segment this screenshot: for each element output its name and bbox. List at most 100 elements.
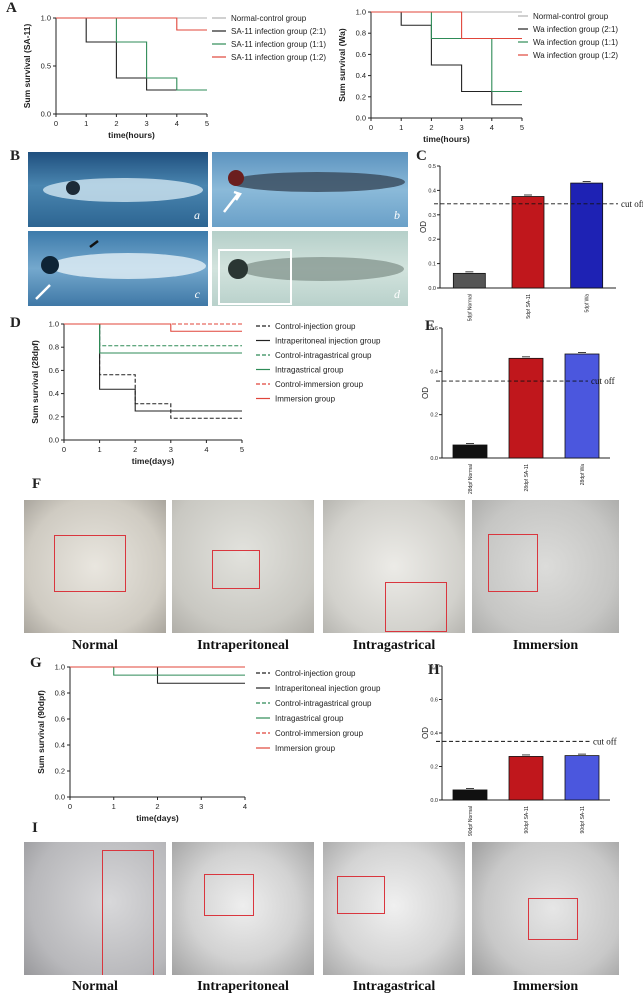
photo-i-intraperitoneal xyxy=(172,842,314,975)
bar-0 xyxy=(452,272,486,289)
x-tick-label: 2 xyxy=(114,119,118,128)
series-line-1 xyxy=(371,11,522,106)
photo-i-immersion xyxy=(472,842,619,975)
y-tick-label: 0.4 xyxy=(430,731,438,737)
photo-larva-a: a xyxy=(28,152,208,227)
y-tick-label: 0.2 xyxy=(356,92,366,101)
panel-label-f: F xyxy=(32,476,42,492)
larva-shape-b xyxy=(223,170,405,213)
highlight-box-i-intraperitoneal xyxy=(204,874,254,916)
y-tick-label: 1.0 xyxy=(49,320,59,329)
x-tick-label: 3 xyxy=(460,123,464,132)
photo-i-normal xyxy=(24,842,166,975)
legend-label-2: Wa infection group (1:1) xyxy=(533,38,618,47)
y-tick-label: 0.4 xyxy=(428,188,436,194)
panel-label-g: G xyxy=(30,655,42,671)
y-tick-label: 0.0 xyxy=(55,793,65,802)
legend-label-3: Intragastrical group xyxy=(275,366,344,375)
y-tick-label: 0.2 xyxy=(430,765,438,771)
y-tick-label: 1.0 xyxy=(356,8,366,17)
bar-1 xyxy=(508,357,544,459)
photo-label-c: c xyxy=(194,287,200,301)
y-tick-label: 0.2 xyxy=(428,237,436,243)
series-line-2 xyxy=(56,17,207,91)
caption-i-intraperitoneal: Intraperitoneal xyxy=(197,979,289,994)
y-axis-title: Sum survival (Wa) xyxy=(337,28,347,102)
photo-label-a: a xyxy=(194,208,200,222)
y-axis-title: OD xyxy=(419,221,428,233)
x-tick-label: 1 xyxy=(112,802,116,811)
y-tick-label: 0.8 xyxy=(356,29,366,38)
panel-label-d: D xyxy=(10,315,21,331)
y-tick-label: 0.0 xyxy=(430,798,438,804)
x-tick-label: 4 xyxy=(243,802,247,811)
panel-label-h: H xyxy=(428,662,440,678)
series-line-3 xyxy=(56,17,207,31)
x-tick-label: 4 xyxy=(175,119,179,128)
legend-label-5: Immersion group xyxy=(275,744,336,753)
category-label-2: 90dpf SA-11 xyxy=(580,806,586,834)
caption-f-intragastrical: Intragastrical xyxy=(352,638,436,653)
larva-shape-d xyxy=(228,257,404,281)
series-line-2 xyxy=(371,11,522,93)
caption-i-immersion: Immersion xyxy=(512,979,579,994)
y-tick-label: 0.8 xyxy=(430,664,438,670)
y-axis-title: Sum survival (SA-11) xyxy=(22,24,32,109)
y-tick-label: 0.4 xyxy=(49,389,59,398)
photo-label-b: b xyxy=(394,208,400,222)
series-line-3 xyxy=(64,323,242,354)
y-axis-title: Sum survival (28dpf) xyxy=(30,340,40,424)
panel-label-i: I xyxy=(32,820,38,836)
photo-f-immersion xyxy=(472,500,619,633)
photo-larva-b: b xyxy=(212,152,408,227)
legend-label-5: Immersion group xyxy=(275,395,336,404)
x-tick-label: 2 xyxy=(133,445,137,454)
y-tick-label: 0.3 xyxy=(428,213,436,219)
y-tick-label: 1.0 xyxy=(55,663,65,672)
legend-label-1: Intraperitoneal injection group xyxy=(275,684,381,693)
x-axis-title: time(hours) xyxy=(108,130,155,140)
series-line-0 xyxy=(64,323,242,419)
y-tick-label: 0.0 xyxy=(49,436,59,445)
category-label-0: 5dpf Normal xyxy=(467,294,473,321)
y-tick-label: 0.6 xyxy=(49,366,59,375)
legend-label-3: Wa infection group (1:2) xyxy=(533,51,618,60)
photo-label-d: d xyxy=(394,287,400,301)
category-label-1: 28dpf SA-11 xyxy=(524,464,530,492)
legend-label-2: SA-11 infection group (1:1) xyxy=(231,40,326,49)
larva-shape-a xyxy=(43,178,203,202)
highlight-box-f-intraperitoneal xyxy=(212,550,260,589)
x-tick-label: 3 xyxy=(169,445,173,454)
cutoff-label: cut off xyxy=(593,736,617,746)
x-tick-label: 0 xyxy=(54,119,58,128)
photo-f-normal xyxy=(24,500,166,633)
chart-survival-sa11: 0 1 2 3 4 5 0.0 0.5 1.0 time(hours) Sum survival (… xyxy=(22,14,326,141)
chart-od-28dpf: 0.0 0.2 0.4 0.6 OD 28dpf Normal 28dpf SA-11 28d… xyxy=(421,326,615,494)
highlight-box-i-intragastrical xyxy=(337,876,385,914)
category-label-0: 90dpf Normal xyxy=(468,806,474,836)
chart-od-5dpf: 0.0 0.1 0.2 0.3 0.4 0.5 OD 5dpf Normal 5dpf SA-1… xyxy=(419,164,643,321)
y-axis-title: OD xyxy=(421,727,430,739)
y-tick-label: 0.6 xyxy=(430,326,438,332)
x-tick-label: 1 xyxy=(399,123,403,132)
y-tick-label: 0.1 xyxy=(428,262,436,268)
x-tick-label: 0 xyxy=(68,802,72,811)
x-axis-title: time(days) xyxy=(132,456,175,466)
cutoff-label: cut off xyxy=(621,199,643,209)
x-tick-label: 2 xyxy=(155,802,159,811)
chart-survival-28dpf: 0 1 2 3 4 5 0.0 0.2 0.4 0.6 0.8 1.0 time(days) Sum su… xyxy=(30,320,381,467)
category-label-2: 28dpf Wa xyxy=(580,464,586,485)
bar-0 xyxy=(452,789,488,801)
y-tick-label: 0.0 xyxy=(356,114,366,123)
highlight-box-d xyxy=(218,249,292,305)
y-tick-label: 0.0 xyxy=(428,286,436,292)
legend-label-4: Control-immersion group xyxy=(275,729,364,738)
category-label-1: 90dpf SA-11 xyxy=(524,806,530,834)
legend-label-1: SA-11 infection group (2:1) xyxy=(231,27,326,36)
panel-label-a: A xyxy=(6,0,17,16)
y-tick-label: 0.6 xyxy=(356,50,366,59)
bar-1 xyxy=(508,756,544,801)
legend-label-1: Intraperitoneal injection group xyxy=(275,337,381,346)
cutoff-label: cut off xyxy=(591,376,615,386)
panel-label-b: B xyxy=(10,148,21,164)
